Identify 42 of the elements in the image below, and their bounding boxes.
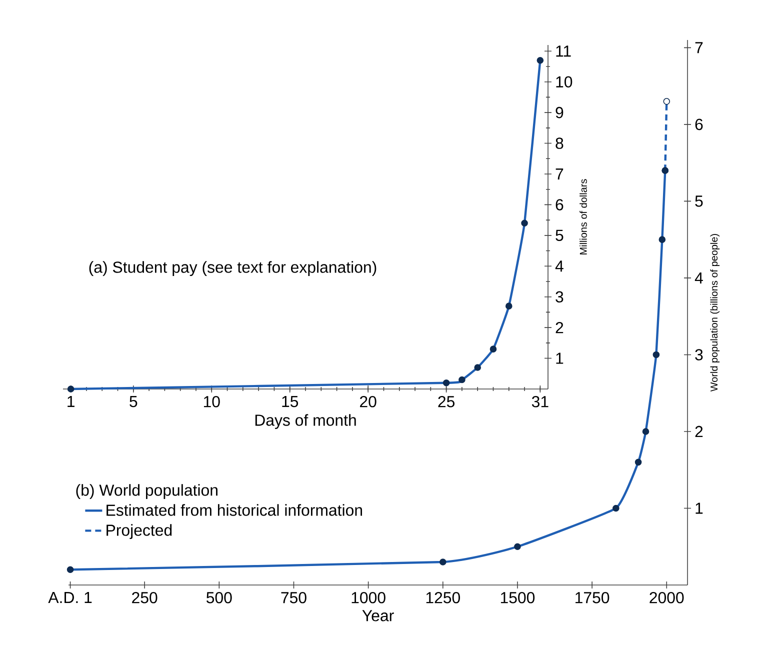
legend-title: (b) World population bbox=[76, 484, 218, 499]
legend-label: Estimated from historical information bbox=[106, 504, 362, 516]
legend-label: Projected bbox=[106, 524, 172, 540]
y-tick-label: 1 bbox=[696, 502, 703, 514]
x-tick-label: 10 bbox=[204, 396, 220, 408]
x-tick-label: 15 bbox=[282, 396, 298, 408]
x-tick-label: 5 bbox=[130, 396, 138, 408]
x-tick-label: 31 bbox=[532, 396, 548, 408]
x-tick-label: 1000 bbox=[352, 592, 386, 604]
x-tick-label: 250 bbox=[132, 592, 158, 604]
x-tick-label: 25 bbox=[438, 396, 454, 408]
y-tick-label: 2 bbox=[695, 426, 703, 438]
x-axis-title: Days of month bbox=[255, 414, 356, 430]
y-tick-label: 5 bbox=[556, 230, 564, 241]
y-tick-label: 4 bbox=[694, 272, 703, 284]
y-tick-label: 7 bbox=[556, 168, 564, 180]
x-tick-label: 1750 bbox=[576, 592, 610, 604]
y-tick-label: 4 bbox=[555, 260, 564, 272]
y-tick-label: 8 bbox=[556, 138, 564, 149]
x-tick-label: 1 bbox=[68, 396, 74, 407]
x-tick-label: 20 bbox=[360, 396, 376, 408]
y-axis-title: Millions of dollars bbox=[580, 179, 587, 254]
y-axis-title: World population (billions of people) bbox=[710, 234, 720, 392]
y-tick-label: 5 bbox=[695, 196, 703, 207]
y-tick-label: 2 bbox=[556, 322, 564, 334]
y-tick-label: 3 bbox=[556, 291, 564, 302]
x-tick-label: 1250 bbox=[426, 592, 460, 604]
x-tick-label: 2000 bbox=[650, 592, 684, 604]
y-tick-label: 11 bbox=[556, 46, 571, 57]
x-tick-label: A.D. 1 bbox=[48, 592, 92, 603]
x-tick-label: 500 bbox=[206, 592, 232, 604]
y-tick-label: 6 bbox=[695, 118, 703, 130]
y-tick-label: 6 bbox=[556, 199, 564, 210]
x-tick-label: 750 bbox=[281, 592, 306, 604]
x-tick-label: 1500 bbox=[500, 592, 535, 604]
text: (a) Student pay (see text for explanation) bbox=[89, 261, 376, 276]
y-tick-label: 10 bbox=[556, 76, 572, 88]
x-axis-title: Year bbox=[362, 610, 394, 622]
y-tick-label: 1 bbox=[556, 352, 564, 364]
y-tick-label: 3 bbox=[695, 349, 703, 360]
y-tick-label: 9 bbox=[556, 106, 564, 118]
y-tick-label: 7 bbox=[695, 42, 703, 54]
